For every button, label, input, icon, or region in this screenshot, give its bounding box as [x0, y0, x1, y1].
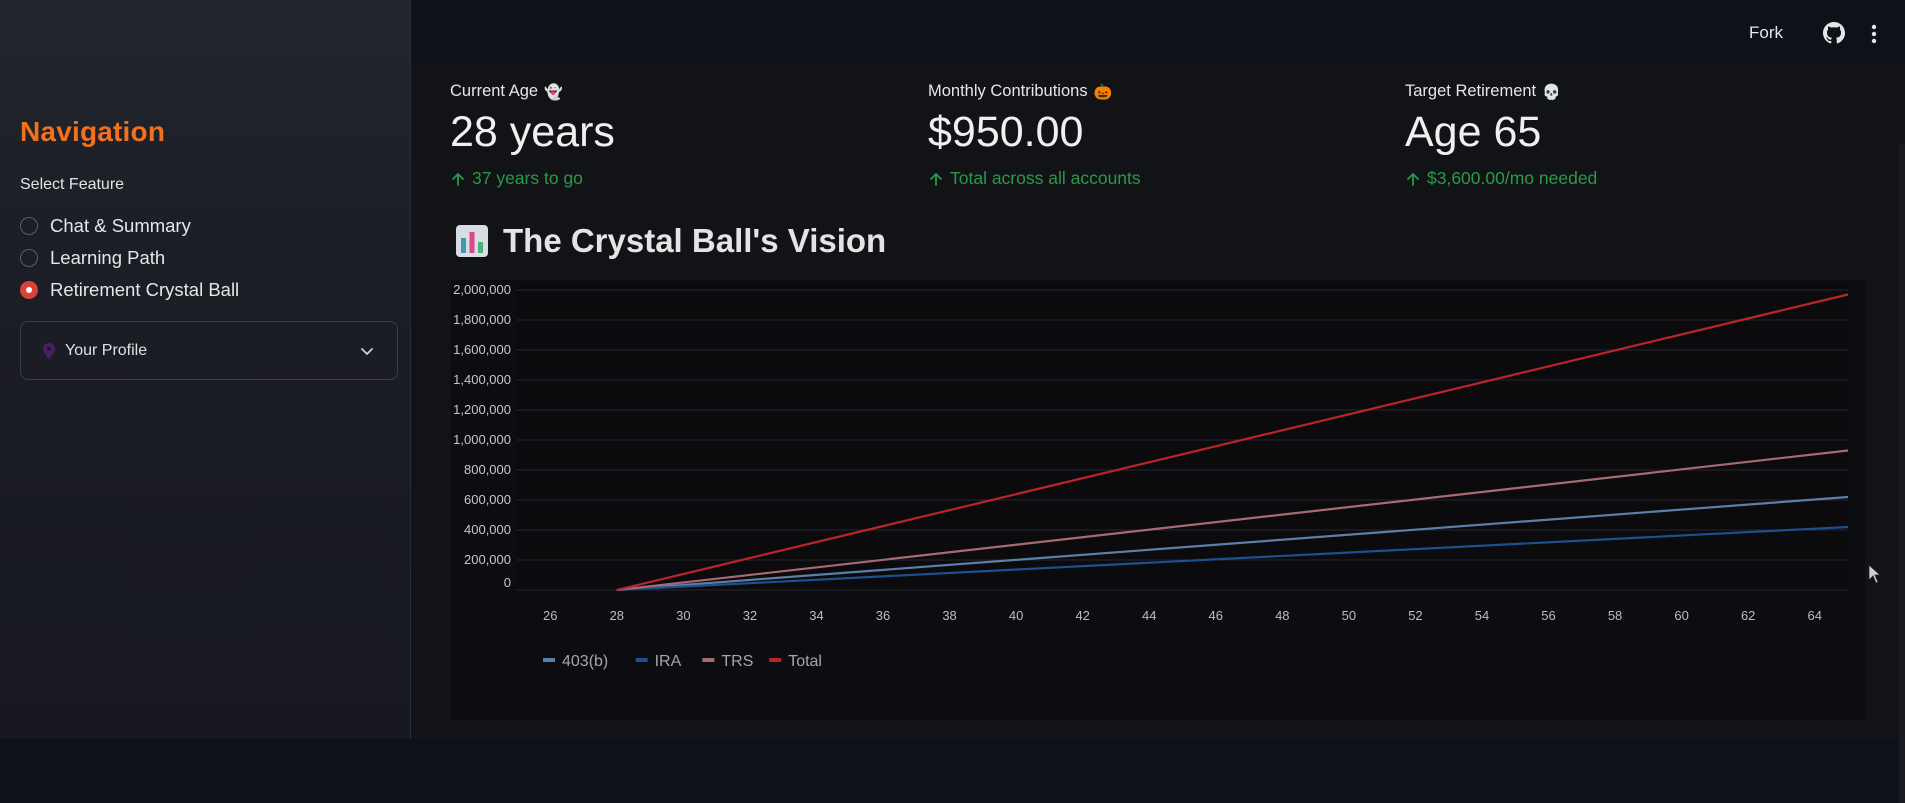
legend-label: 403(b) [562, 653, 608, 670]
x-tick-label: 38 [942, 608, 956, 623]
legend-label: IRA [655, 653, 682, 670]
chart-heading: The Crystal Ball's Vision [455, 222, 886, 260]
radio-option-learning-path[interactable]: Learning Path [20, 242, 239, 274]
metric-monthly-contributions: Monthly Contributions 🎃 $950.00 Total ac… [928, 82, 1141, 189]
mouse-cursor-icon [1868, 564, 1882, 584]
x-tick-label: 62 [1741, 608, 1755, 623]
metric-label: Target Retirement [1405, 82, 1537, 100]
metric-target-retirement: Target Retirement 💀 Age 65 $3,600.00/mo … [1405, 82, 1597, 189]
y-tick-label: 1,600,000 [453, 342, 511, 357]
metric-delta: $3,600.00/mo needed [1405, 168, 1597, 189]
metric-label: Monthly Contributions [928, 82, 1088, 100]
x-tick-label: 30 [676, 608, 690, 623]
series-line-ira [616, 525, 1849, 592]
x-tick-label: 36 [876, 608, 890, 623]
arrow-up-icon [930, 172, 942, 186]
scrollbar[interactable] [1899, 144, 1905, 803]
metric-current-age: Current Age 👻 28 years 37 years to go [450, 82, 615, 189]
legend-label: TRS [721, 653, 753, 670]
y-tick-label: 600,000 [464, 492, 511, 507]
chart-title: The Crystal Ball's Vision [503, 222, 887, 259]
legend-swatch [543, 658, 555, 662]
y-tick-label: 1,800,000 [453, 312, 511, 327]
y-tick-label: 1,000,000 [453, 432, 511, 447]
metric-label-row: Current Age 👻 [450, 82, 615, 101]
x-tick-label: 58 [1608, 608, 1622, 623]
metric-value: 28 years [450, 108, 615, 156]
y-tick-label: 1,200,000 [453, 402, 511, 417]
skull-icon: 💀 [1542, 83, 1561, 101]
metric-delta-text: Total across all accounts [950, 168, 1141, 188]
github-icon[interactable] [1823, 22, 1845, 44]
app-header: Fork [411, 0, 1905, 64]
x-tick-label: 40 [1009, 608, 1023, 623]
sidebar-title: Navigation [20, 116, 166, 147]
pumpkin-icon: 🎃 [1093, 83, 1113, 101]
metric-delta: 37 years to go [450, 168, 615, 189]
more-vert-icon[interactable] [1871, 24, 1877, 44]
legend-swatch [769, 658, 782, 662]
radio-circle[interactable] [20, 217, 38, 235]
metric-delta-text: 37 years to go [472, 168, 583, 188]
x-tick-label: 28 [610, 608, 624, 623]
select-feature-label: Select Feature [20, 176, 125, 193]
metric-value: Age 65 [1405, 108, 1542, 156]
radio-circle[interactable] [20, 249, 38, 267]
metric-label-row: Monthly Contributions 🎃 [928, 82, 1141, 101]
radio-circle-selected[interactable] [20, 281, 38, 299]
metric-label-row: Target Retirement 💀 [1405, 82, 1597, 101]
x-tick-label: 56 [1541, 608, 1555, 623]
legend-swatch [635, 658, 648, 662]
metric-label: Current Age [450, 82, 539, 100]
ghost-icon: 👻 [544, 83, 563, 101]
bar-chart-icon [456, 225, 488, 257]
x-tick-label: 54 [1475, 608, 1489, 623]
x-tick-label: 46 [1209, 608, 1223, 623]
y-tick-label: 2,000,000 [453, 282, 511, 297]
line-chart[interactable]: 0 200,000 400,000 600,000 800,000 1,000,000 1,… [451, 280, 1865, 720]
radio-option-chat-summary[interactable]: Chat & Summary [20, 210, 239, 242]
arrow-up-icon [1407, 172, 1419, 186]
expander-label: Your Profile [65, 341, 148, 359]
plot-area [517, 284, 1848, 590]
pin-icon [43, 342, 55, 359]
radio-option-retirement-crystal-ball[interactable]: Retirement Crystal Ball [20, 274, 239, 306]
y-tick-label: 400,000 [464, 522, 511, 537]
metric-value: $950.00 [928, 108, 1084, 156]
radio-option-label: Retirement Crystal Ball [50, 279, 240, 300]
x-tick-label: 26 [543, 608, 557, 623]
sidebar: Navigation Select Feature Chat & Summary… [0, 0, 411, 739]
legend-label: Total [788, 653, 822, 670]
feature-radio-group: Chat & Summary Learning Path Retirement … [20, 210, 239, 306]
x-tick-label: 64 [1807, 608, 1821, 623]
y-tick-label: 200,000 [464, 552, 511, 567]
series-line-total [616, 293, 1849, 592]
metric-delta-text: $3,600.00/mo needed [1427, 168, 1598, 188]
legend-swatch [702, 658, 715, 662]
your-profile-expander[interactable]: Your Profile [20, 321, 398, 380]
x-tick-label: 50 [1342, 608, 1356, 623]
fork-button[interactable]: Fork [1749, 23, 1783, 42]
x-tick-label: 34 [809, 608, 823, 623]
x-tick-label: 48 [1275, 608, 1289, 623]
series-line-trs [616, 449, 1849, 592]
y-tick-label: 800,000 [464, 462, 511, 477]
metric-delta: Total across all accounts [928, 168, 1141, 189]
radio-option-label: Learning Path [50, 247, 166, 268]
chart-container[interactable]: 0 200,000 400,000 600,000 800,000 1,000,000 1,… [451, 280, 1865, 720]
chevron-down-icon [361, 347, 373, 355]
series-line-403b [616, 495, 1849, 592]
x-tick-label: 42 [1075, 608, 1089, 623]
x-tick-label: 60 [1674, 608, 1688, 623]
arrow-up-icon [452, 172, 464, 186]
x-tick-label: 52 [1408, 608, 1422, 623]
x-tick-label: 44 [1142, 608, 1156, 623]
y-tick-label: 1,400,000 [453, 372, 511, 387]
x-tick-label: 32 [743, 608, 757, 623]
main-content: Current Age 👻 28 years 37 years to go Mo… [411, 64, 1905, 803]
radio-option-label: Chat & Summary [50, 215, 191, 236]
y-tick-label: 0 [504, 575, 511, 590]
